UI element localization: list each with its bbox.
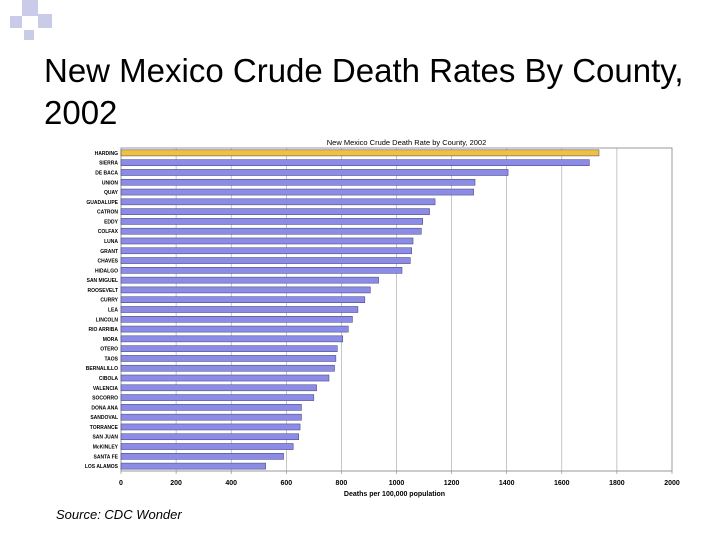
category-label-quay: QUAY: [104, 190, 119, 196]
category-label-luna: LUNA: [104, 239, 118, 245]
category-label-union: UNION: [102, 180, 119, 186]
category-label-catron: CATRON: [97, 210, 118, 216]
corner-decoration-square-3: [10, 16, 22, 28]
category-label-chaves: CHAVES: [98, 259, 119, 265]
x-tick-label-200: 200: [170, 480, 182, 487]
bar-taos: [120, 355, 337, 362]
category-label-torrance: TORRANCE: [90, 425, 119, 431]
category-label-otero: OTERO: [100, 347, 118, 353]
x-tick-label-2000: 2000: [664, 480, 680, 487]
source-note: Source: CDC Wonder: [56, 507, 182, 522]
bar-dona-ana: [120, 404, 302, 411]
category-label-mora: MORA: [103, 337, 119, 343]
bar-grant: [120, 247, 412, 255]
bar-socorro: [120, 394, 315, 401]
bar-valencia: [120, 384, 317, 392]
category-label-santa-fe: SANTA FE: [94, 454, 119, 460]
category-label-lincoln: LINCOLN: [96, 317, 119, 323]
corner-decoration-square-2: [38, 14, 52, 28]
bar-lea: [120, 306, 359, 313]
category-label-socorro: SOCORRO: [92, 396, 118, 402]
category-label-sandoval: SANDOVAL: [90, 415, 118, 421]
category-label-colfax: COLFAX: [98, 229, 119, 235]
category-label-guadalupe: GUADALUPE: [86, 200, 118, 206]
x-tick-label-800: 800: [336, 480, 348, 487]
bar-guadalupe: [120, 198, 436, 206]
bar-quay: [120, 188, 474, 196]
category-label-los-alamos: LOS ALAMOS: [85, 464, 119, 470]
x-tick-label-600: 600: [280, 480, 292, 487]
bar-rio-arriba: [120, 325, 349, 333]
bar-san-juan: [120, 433, 299, 441]
bar-roosevelt: [120, 286, 371, 294]
bar-cibola: [120, 374, 330, 382]
bar-hidalgo: [120, 267, 403, 274]
bar-sierra: [120, 159, 590, 166]
chart-title: New Mexico Crude Death Rate by County, 2…: [327, 138, 487, 147]
category-label-mckinley: McKINLEY: [93, 445, 119, 451]
bar-los-alamos: [120, 462, 266, 470]
category-label-lea: LEA: [108, 308, 118, 314]
bar-chaves: [120, 257, 411, 264]
bar-curry: [120, 296, 366, 303]
x-tick-label-1400: 1400: [499, 480, 515, 487]
bar-harding: [120, 149, 600, 157]
bar-santa-fe: [120, 453, 284, 460]
x-tick-label-1800: 1800: [609, 480, 625, 487]
category-label-san-miguel: SAN MIGUEL: [87, 278, 118, 284]
bar-union: [120, 178, 476, 186]
x-tick-label-1600: 1600: [554, 480, 570, 487]
bar-de-baca: [120, 169, 509, 176]
category-label-de-baca: DE BACA: [95, 170, 118, 176]
bar-mora: [120, 335, 344, 343]
x-tick-label-1000: 1000: [389, 480, 405, 487]
bar-sandoval: [120, 413, 302, 421]
category-label-valencia: VALENCIA: [93, 386, 119, 392]
x-tick-label-1200: 1200: [444, 480, 460, 487]
category-label-curry: CURRY: [100, 298, 118, 304]
x-tick-label-400: 400: [225, 480, 237, 487]
category-label-cibola: CIBOLA: [99, 376, 119, 382]
category-label-sierra: SIERRA: [99, 161, 118, 167]
category-label-taos: TAOS: [104, 356, 118, 362]
bar-bernalillo: [120, 364, 335, 372]
category-label-eddy: EDDY: [104, 219, 119, 225]
category-label-bernalillo: BERNALILLO: [86, 366, 118, 372]
bar-san-miguel: [120, 276, 379, 284]
bar-mckinley: [120, 443, 294, 450]
x-axis-label: Deaths per 100,000 population: [344, 491, 445, 498]
x-tick-label-0: 0: [119, 480, 123, 487]
corner-decoration-square-1: [22, 0, 38, 16]
category-label-harding: HARDING: [95, 151, 118, 157]
bar-colfax: [120, 227, 422, 235]
category-label-grant: GRANT: [100, 249, 118, 255]
category-label-rio-arriba: RIO ARRIBA: [88, 327, 118, 333]
bar-otero: [120, 345, 338, 352]
bar-catron: [120, 208, 430, 215]
corner-decoration-square-4: [24, 30, 34, 40]
category-label-san-juan: SAN JUAN: [92, 435, 118, 441]
slide-title: New Mexico Crude Death Rates By County, …: [44, 52, 684, 131]
bar-lincoln: [120, 316, 353, 323]
bar-luna: [120, 237, 414, 245]
category-label-dona-ana: DONA ANA: [91, 405, 118, 411]
category-label-roosevelt: ROOSEVELT: [88, 288, 118, 294]
bar-torrance: [120, 423, 301, 431]
bar-eddy: [120, 218, 423, 225]
category-label-hidalgo: HIDALGO: [95, 268, 118, 274]
